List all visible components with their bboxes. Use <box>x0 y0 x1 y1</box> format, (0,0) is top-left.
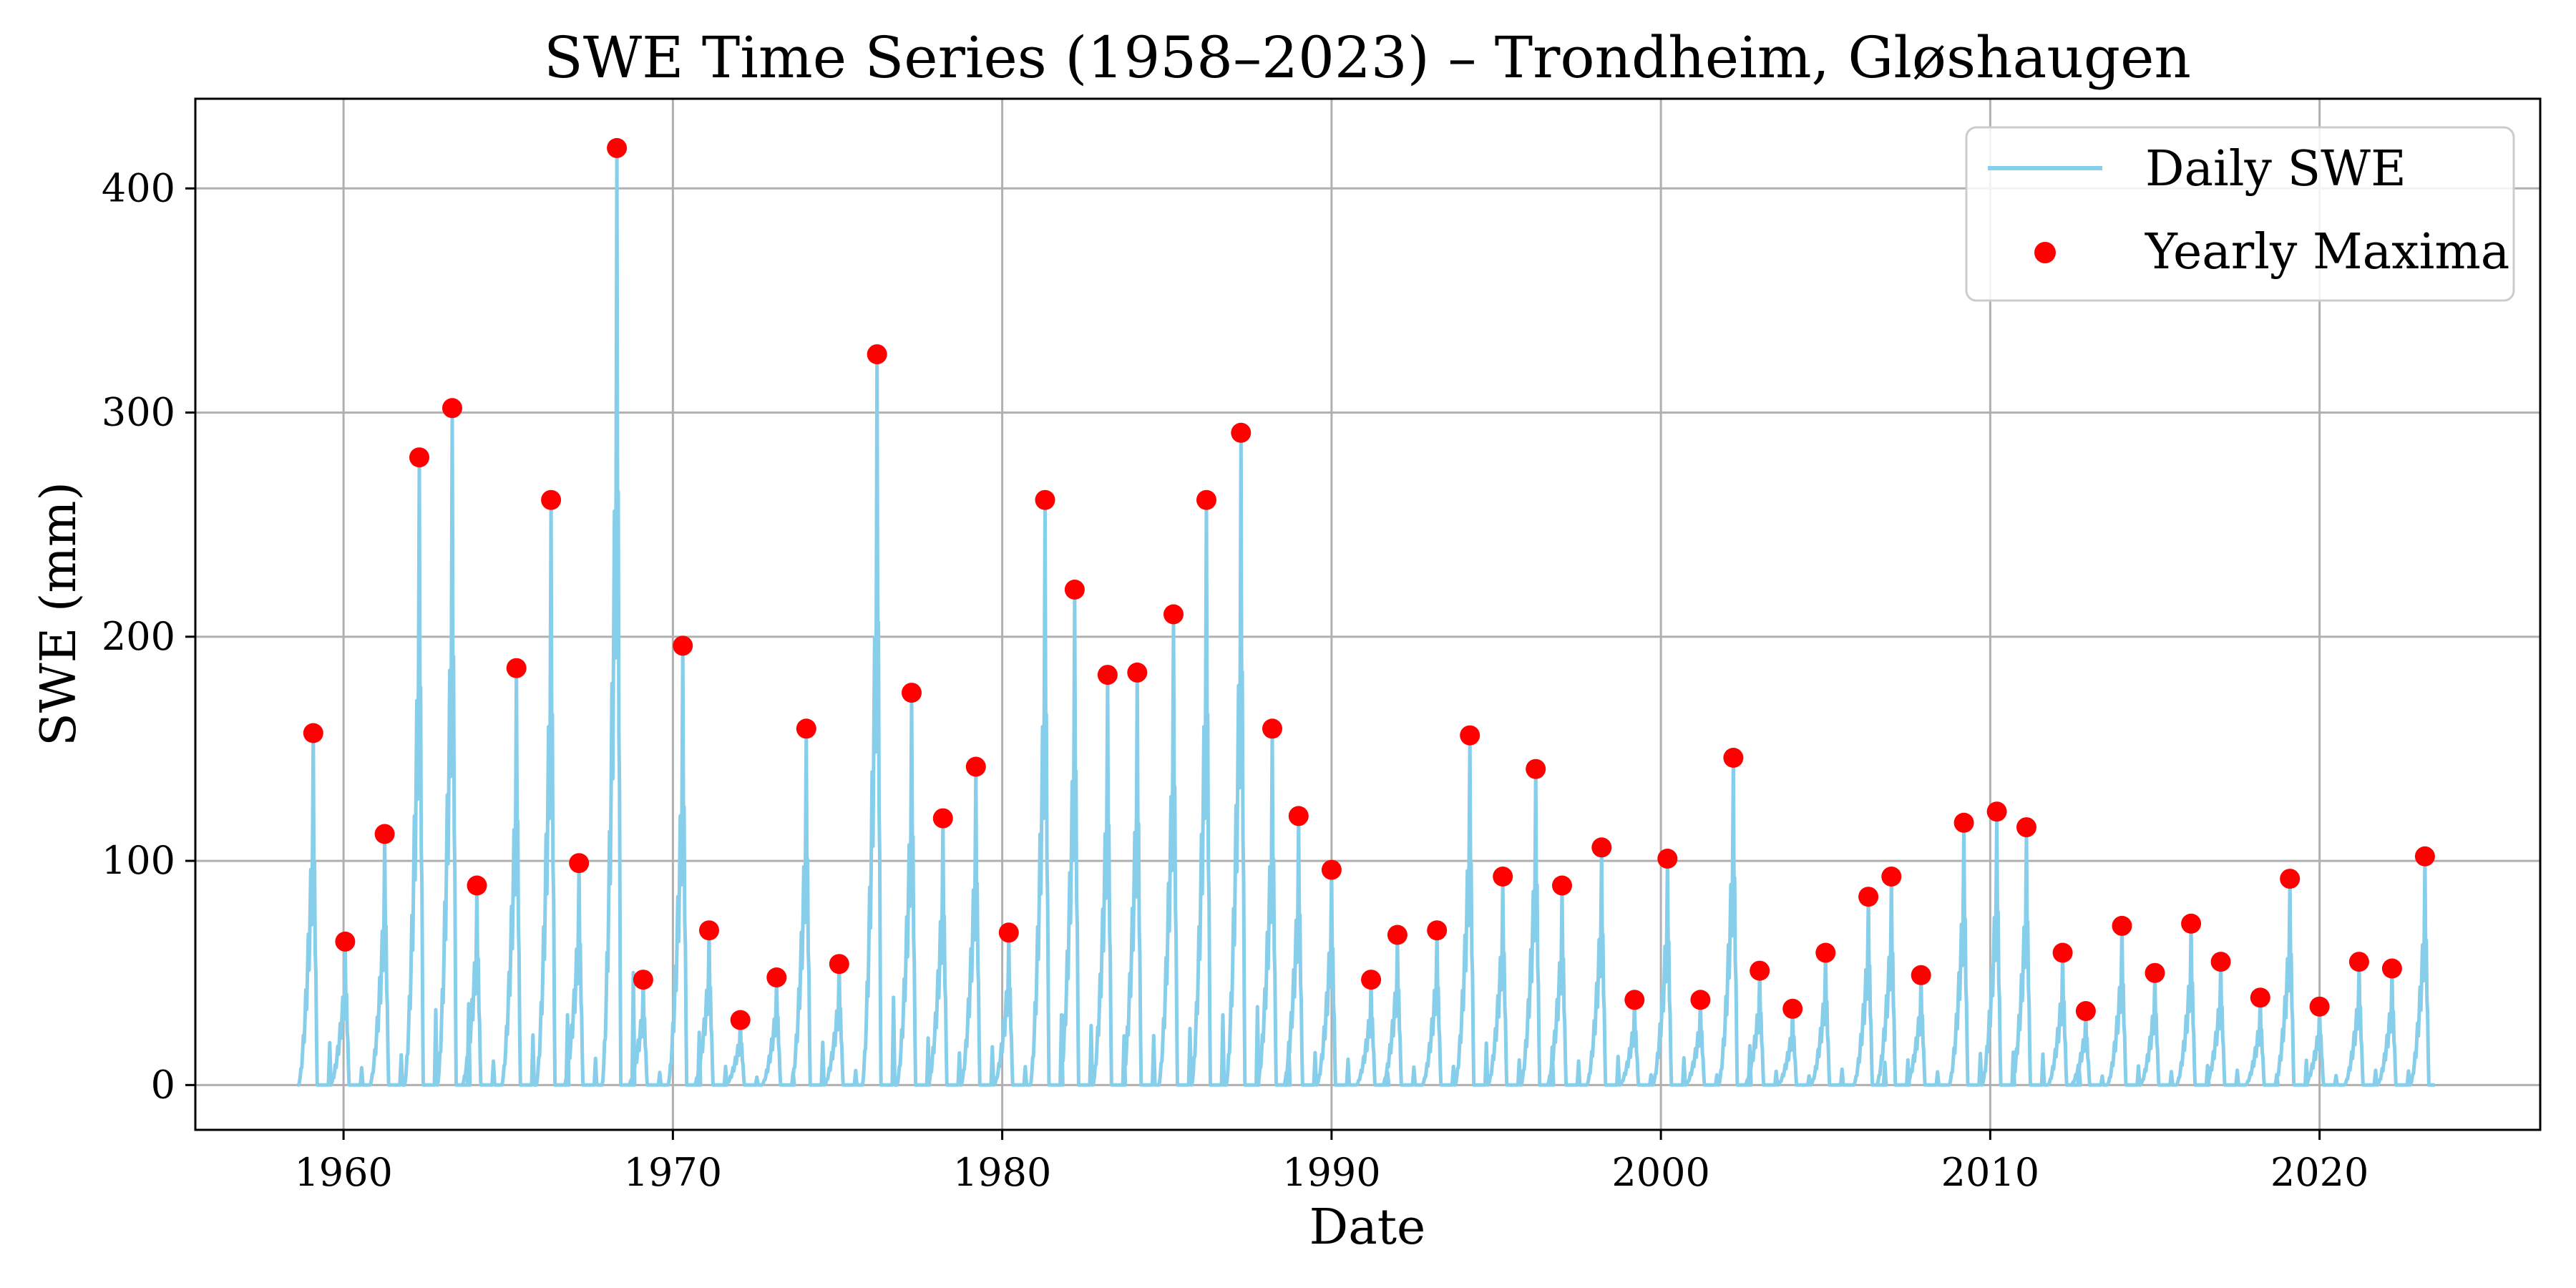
yearly-maximum-point <box>2210 952 2231 972</box>
yearly-maximum-point <box>1986 801 2007 822</box>
yearly-maximum-point <box>1097 665 1118 686</box>
yearly-maximum-point <box>1881 867 1902 887</box>
yearly-maximum-point <box>1815 942 1836 963</box>
y-tick-label: 200 <box>102 614 175 659</box>
yearly-maximum-point <box>766 967 787 987</box>
yearly-maximum-point <box>442 398 462 419</box>
yearly-maximum-point <box>1196 489 1216 510</box>
yearly-maximum-point <box>541 489 562 510</box>
yearly-maximum-point <box>1552 875 1572 896</box>
yearly-maximum-point <box>2016 817 2036 838</box>
yearly-maximum-point <box>673 635 693 656</box>
legend: Daily SWE Yearly Maxima <box>1965 126 2515 302</box>
x-tick-label: 1970 <box>624 1150 722 1195</box>
yearly-maximum-point <box>1723 748 1744 768</box>
yearly-maximum-point <box>1460 725 1480 746</box>
yearly-maximum-point <box>1782 998 1803 1019</box>
x-tick-label: 2000 <box>1611 1150 1709 1195</box>
yearly-maximum-point <box>699 920 719 941</box>
y-tick-label: 300 <box>102 390 175 435</box>
yearly-maximum-point <box>1231 422 1252 443</box>
yearly-maximum-point <box>1657 849 1678 869</box>
x-axis-label: Date <box>1309 1199 1426 1256</box>
plot-frame <box>194 97 2542 1131</box>
yearly-maximum-point <box>1591 837 1612 858</box>
yearly-maximum-point <box>607 137 628 158</box>
x-tick-label: 1990 <box>1282 1150 1380 1195</box>
chart-title: SWE Time Series (1958–2023) – Trondheim,… <box>544 24 2191 91</box>
yearly-maximum-point <box>1624 990 1645 1010</box>
yearly-maximum-point <box>335 931 356 952</box>
legend-box <box>1965 126 2515 302</box>
yearly-maximum-point <box>730 1010 751 1030</box>
y-tick-label: 0 <box>151 1062 175 1107</box>
yearly-maximum-point <box>569 853 590 874</box>
yearly-maximum-point <box>2309 996 2330 1017</box>
yearly-maximum-point <box>1387 924 1407 945</box>
daily-swe-series <box>296 146 2435 1087</box>
yearly-maximum-point <box>2414 846 2435 867</box>
yearly-maximum-point <box>867 344 887 365</box>
yearly-maximum-point <box>1035 489 1055 510</box>
yearly-maximum-point <box>1127 662 1148 683</box>
yearly-maximum-point <box>2250 987 2270 1008</box>
yearly-maximum-point <box>2348 952 2369 972</box>
yearly-maximum-point <box>1858 887 1879 907</box>
legend-label-yearly-maxima: Yearly Maxima <box>2145 224 2509 280</box>
yearly-maxima-points <box>303 137 2435 1030</box>
yearly-maximum-point <box>1262 718 1282 739</box>
yearly-maximum-point <box>409 447 429 468</box>
axis-ticks: 1960 1970 1980 1990 2000 2010 2020 0 100 200 300 40… <box>102 165 2368 1195</box>
yearly-maximum-point <box>1493 867 1513 887</box>
yearly-maximum-point <box>1427 920 1448 941</box>
yearly-maximum-point <box>467 875 487 896</box>
yearly-maximum-point <box>796 718 816 739</box>
daily-swe-line <box>296 146 2435 1087</box>
yearly-maximum-point <box>1953 812 1974 833</box>
yearly-maximum-point <box>1163 604 1184 625</box>
yearly-maximum-point <box>2052 942 2073 963</box>
yearly-maximum-point <box>633 970 653 990</box>
y-axis-label: SWE (mm) <box>31 482 87 746</box>
yearly-maximum-point <box>374 824 395 844</box>
yearly-maximum-point <box>1288 806 1309 826</box>
x-tick-label: 2010 <box>1941 1150 2039 1195</box>
yearly-maximum-point <box>2112 915 2132 936</box>
y-tick-label: 100 <box>102 838 175 883</box>
yearly-maximum-point <box>1321 859 1342 880</box>
yearly-maximum-point <box>932 808 953 829</box>
yearly-maximum-point <box>829 954 849 975</box>
x-tick-label: 1980 <box>953 1150 1051 1195</box>
y-tick-label: 400 <box>102 165 175 210</box>
x-tick-label: 1960 <box>294 1150 392 1195</box>
yearly-maximum-point <box>998 922 1019 943</box>
yearly-maximum-point <box>2181 913 2202 934</box>
yearly-maximum-point <box>1690 990 1711 1010</box>
yearly-maximum-point <box>2280 869 2301 889</box>
yearly-maximum-point <box>1064 580 1085 600</box>
yearly-maximum-point <box>506 658 527 678</box>
yearly-maximum-point <box>2145 962 2165 983</box>
legend-label-daily-swe: Daily SWE <box>2145 141 2406 197</box>
yearly-maximum-point <box>1911 965 1931 985</box>
yearly-maximum-point <box>2381 958 2402 979</box>
yearly-maximum-point <box>1750 960 1770 981</box>
yearly-maximum-point <box>2075 1001 2096 1021</box>
yearly-maximum-point <box>1361 970 1382 990</box>
x-tick-label: 2020 <box>2270 1150 2368 1195</box>
yearly-maximum-point <box>902 683 922 703</box>
yearly-maximum-point <box>303 723 323 743</box>
yearly-maximum-point <box>1526 758 1546 779</box>
yearly-maximum-point <box>965 756 986 777</box>
legend-marker-swatch <box>2034 242 2056 263</box>
